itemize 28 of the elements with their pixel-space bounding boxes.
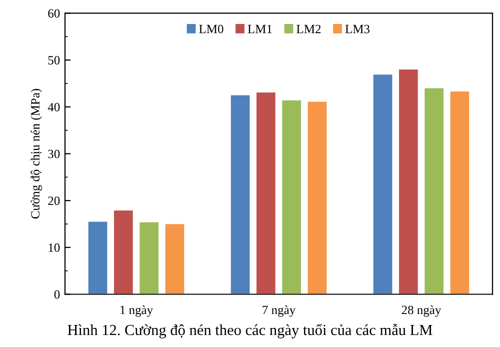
bar (306, 100, 328, 294)
legend-label: LM0 (199, 24, 224, 34)
bar (424, 87, 445, 294)
bar (87, 220, 108, 294)
y-tick-label: 50 (48, 56, 60, 64)
y-tick-label: 20 (48, 196, 60, 206)
legend-label: LM1 (248, 24, 272, 34)
bar (449, 90, 470, 294)
bar (230, 94, 251, 294)
bar (398, 68, 419, 294)
x-tick-label: 28 ngày (402, 305, 442, 317)
legend-label: LM3 (345, 24, 370, 34)
legend-label: LM2 (296, 24, 321, 34)
x-tick-label: 7 ngày (262, 305, 296, 317)
y-tick-label: 60 (48, 9, 60, 18)
bar (164, 222, 186, 294)
y-tick-label: 0 (54, 290, 60, 299)
bar (255, 91, 276, 294)
y-tick-label: 30 (48, 150, 60, 158)
bar (112, 209, 134, 294)
x-tick-label: 1 ngày (120, 305, 154, 317)
y-tick-label: 40 (48, 102, 60, 112)
bar (138, 221, 160, 294)
bar (372, 74, 394, 294)
y-axis-title: Cường độ chịu nén (MPa) (30, 88, 42, 219)
y-tick-label: 10 (48, 243, 60, 252)
text: Hình 12. Cường độ nén theo các ngày tuổi của các mẫu LM (68, 324, 432, 338)
bar (281, 99, 302, 294)
